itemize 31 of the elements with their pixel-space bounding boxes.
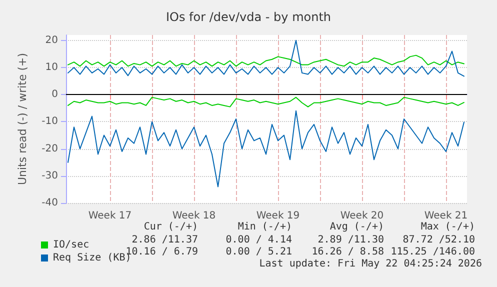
text: 2.89 /11.30 <box>318 234 384 246</box>
x-tick-label: Week 20 <box>340 210 384 222</box>
line-series <box>68 54 464 67</box>
x-tick-label: Week 21 <box>424 210 468 222</box>
x-tick-label: Week 19 <box>256 210 300 222</box>
line-series <box>68 96 464 108</box>
y-axis-title: Units read (-) / write (+) <box>16 52 29 186</box>
text: Min (-/+) <box>238 222 292 232</box>
text: 2.86 /11.37 <box>132 234 198 246</box>
y-tick-label: -20 <box>42 143 58 154</box>
text: 16.26 / 8.58 <box>312 246 384 258</box>
y-tick-label: 0 <box>52 89 58 100</box>
text: Avg (-/+) <box>330 222 384 232</box>
text: 115.25 /146.00 <box>390 246 475 258</box>
text: Cur (-/+) <box>144 222 198 232</box>
y-tick-label: -10 <box>42 116 58 128</box>
text: Last update: Fri May 22 04:25:24 2026 <box>259 258 482 270</box>
legend-label: IO/sec <box>53 240 90 250</box>
text: Max (-/+) <box>420 222 475 232</box>
text: 0.00 / 5.21 <box>226 246 292 258</box>
y-tick-label: -40 <box>42 198 58 208</box>
line-series <box>68 40 464 77</box>
line-series <box>68 110 464 188</box>
text: 0.00 / 4.14 <box>226 234 292 246</box>
y-tick-label: -30 <box>42 170 58 182</box>
text: 87.72 /52.10 <box>402 234 475 246</box>
y-tick-label: 10 <box>45 62 58 74</box>
x-tick-label: Week 17 <box>88 210 132 222</box>
x-tick-label: Week 18 <box>172 210 216 222</box>
y-tick-label: 20 <box>45 34 58 46</box>
chart-title: IOs for /dev/vda - by month <box>166 10 332 24</box>
